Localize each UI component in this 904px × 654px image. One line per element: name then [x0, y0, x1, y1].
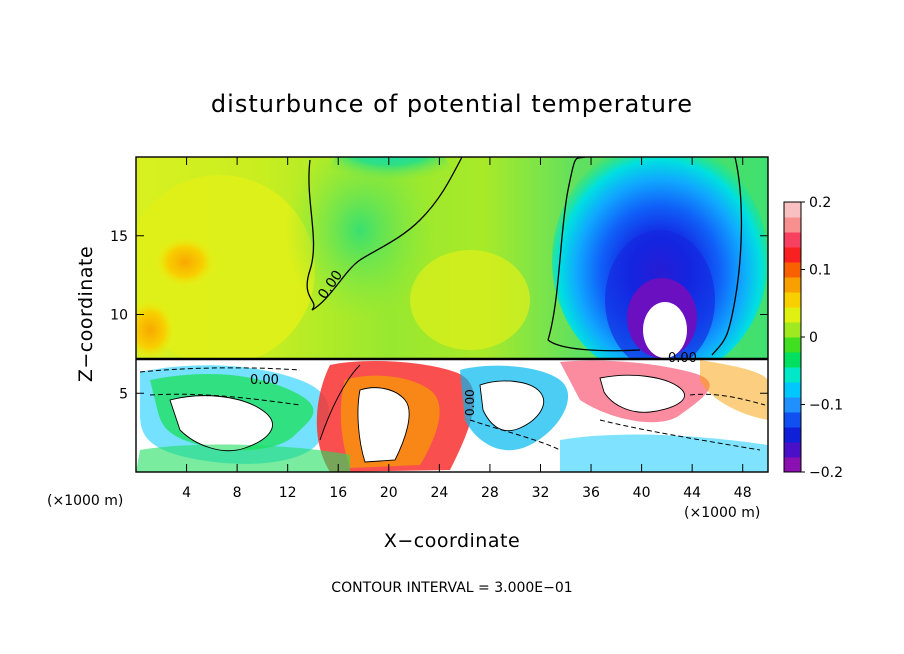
colorbar-segment	[784, 382, 801, 398]
colorbar-segment	[784, 217, 801, 233]
contour-label: 0.00	[250, 373, 279, 388]
x-axis: 4 8 12 16 20 24 28 32 36 40 44 48	[182, 157, 752, 501]
colorbar-ticks: 0.2 0.1 0 −0.1 −0.2	[801, 195, 843, 481]
colorbar-tick-label: 0.2	[809, 195, 831, 211]
y-tick-label: 5	[119, 386, 128, 402]
colorbar-segment	[784, 262, 801, 278]
x-axis-title: X−coordinate	[384, 530, 520, 552]
colorbar-tick-label: 0.1	[809, 263, 831, 279]
x-tick-label: 12	[279, 485, 297, 501]
heatmap-field	[136, 157, 768, 472]
colorbar-segment	[784, 442, 801, 458]
colorbar-segment	[784, 352, 801, 368]
x-tick-label: 32	[532, 485, 550, 501]
colorbar-segment	[784, 412, 801, 428]
colorbar-tick-label: −0.1	[809, 398, 843, 414]
x-tick-label: 36	[582, 485, 600, 501]
colorbar-tick-label: 0	[809, 330, 818, 346]
x-tick-label: 16	[329, 485, 347, 501]
chart-title: disturbunce of potential temperature	[211, 90, 693, 118]
colorbar-segment	[784, 397, 801, 413]
y-axis-title: Z−coordinate	[75, 246, 97, 382]
colorbar-segment	[784, 307, 801, 323]
colorbar-segment	[784, 232, 801, 248]
x-tick-label: 20	[380, 485, 398, 501]
x-tick-label: 48	[734, 485, 752, 501]
y-axis: 5 10 15	[110, 229, 768, 402]
x-tick-label: 44	[683, 485, 701, 501]
x-unit-left: (×1000 m)	[47, 493, 123, 509]
y-tick-label: 15	[110, 229, 128, 245]
colorbar-segment	[784, 277, 801, 293]
colorbar-segment	[784, 247, 801, 263]
x-unit-right: (×1000 m)	[684, 505, 760, 521]
y-tick-label: 10	[110, 308, 128, 324]
contour-interval-note: CONTOUR INTERVAL = 3.000E−01	[331, 580, 572, 596]
colorbar-segment	[784, 202, 801, 218]
x-tick-label: 28	[481, 485, 499, 501]
colorbar-segment	[784, 367, 801, 383]
colorbar-segment	[784, 322, 801, 338]
x-tick-label: 8	[233, 485, 242, 501]
x-tick-label: 24	[430, 485, 448, 501]
colorbar-segment	[784, 457, 801, 473]
x-tick-label: 4	[182, 485, 191, 501]
colorbar-segment	[784, 337, 801, 353]
colorbar	[783, 201, 802, 473]
colorbar-segment	[784, 427, 801, 443]
x-tick-label: 40	[633, 485, 651, 501]
colorbar-tick-label: −0.2	[809, 465, 843, 481]
colorbar-segment	[784, 292, 801, 308]
contour-label: 0.00	[668, 351, 697, 366]
contour-label: 0.00	[463, 389, 477, 416]
